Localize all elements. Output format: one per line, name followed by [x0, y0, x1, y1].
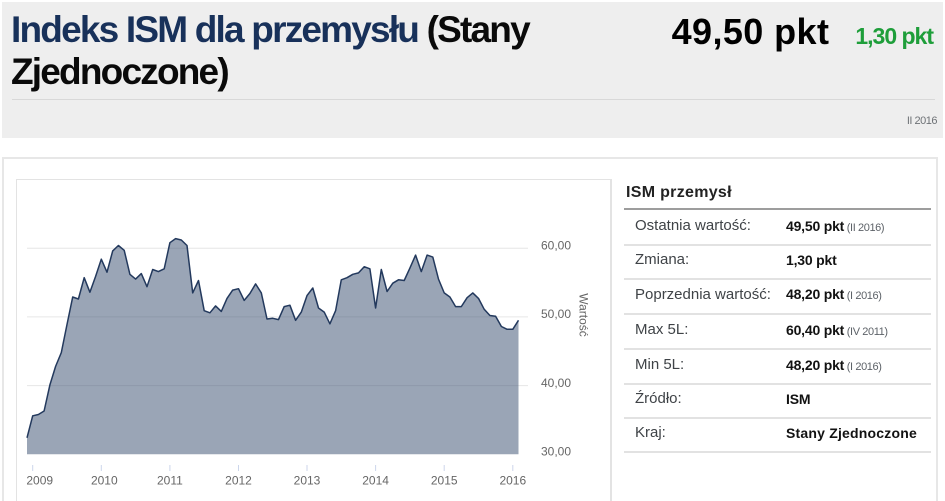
svg-text:30,00: 30,00 — [541, 445, 571, 459]
svg-text:40,00: 40,00 — [541, 376, 571, 390]
svg-text:2016: 2016 — [499, 474, 526, 488]
svg-text:2011: 2011 — [157, 474, 183, 488]
svg-text:2012: 2012 — [225, 474, 252, 488]
svg-text:60,00: 60,00 — [541, 239, 571, 253]
svg-text:2013: 2013 — [294, 474, 321, 488]
svg-text:2015: 2015 — [431, 474, 458, 488]
svg-text:50,00: 50,00 — [541, 307, 571, 321]
svg-text:2010: 2010 — [91, 474, 118, 488]
svg-text:2014: 2014 — [362, 474, 389, 488]
svg-text:2009: 2009 — [26, 474, 53, 488]
